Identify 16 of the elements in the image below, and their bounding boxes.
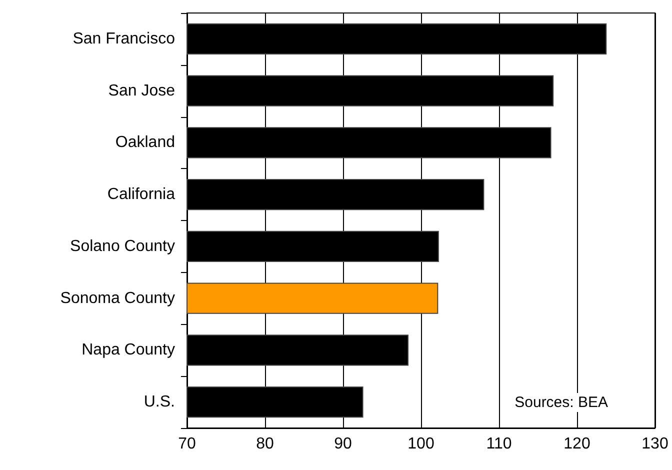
x-tick-label: 100 (408, 436, 434, 452)
y-tick-label: Napa County (82, 342, 175, 359)
y-tick-label: Oakland (115, 134, 175, 152)
y-tick-label: San Jose (108, 82, 176, 100)
y-tick-label: U.S. (144, 394, 175, 411)
y-tick-label: Solano County (70, 238, 175, 255)
y-tick-label: California (107, 186, 176, 204)
annotation: Sources: BEA (514, 394, 608, 411)
x-tick-label: 90 (334, 436, 352, 452)
x-tick-label: 120 (564, 436, 590, 452)
x-tick-label: 80 (256, 436, 274, 452)
x-tick-label: 110 (486, 436, 512, 452)
x-tick-label: 130 (642, 436, 668, 452)
x-tick-label: 70 (178, 436, 196, 452)
y-tick-label: San Francisco (72, 30, 176, 48)
y-tick-label: Sonoma County (60, 290, 175, 307)
